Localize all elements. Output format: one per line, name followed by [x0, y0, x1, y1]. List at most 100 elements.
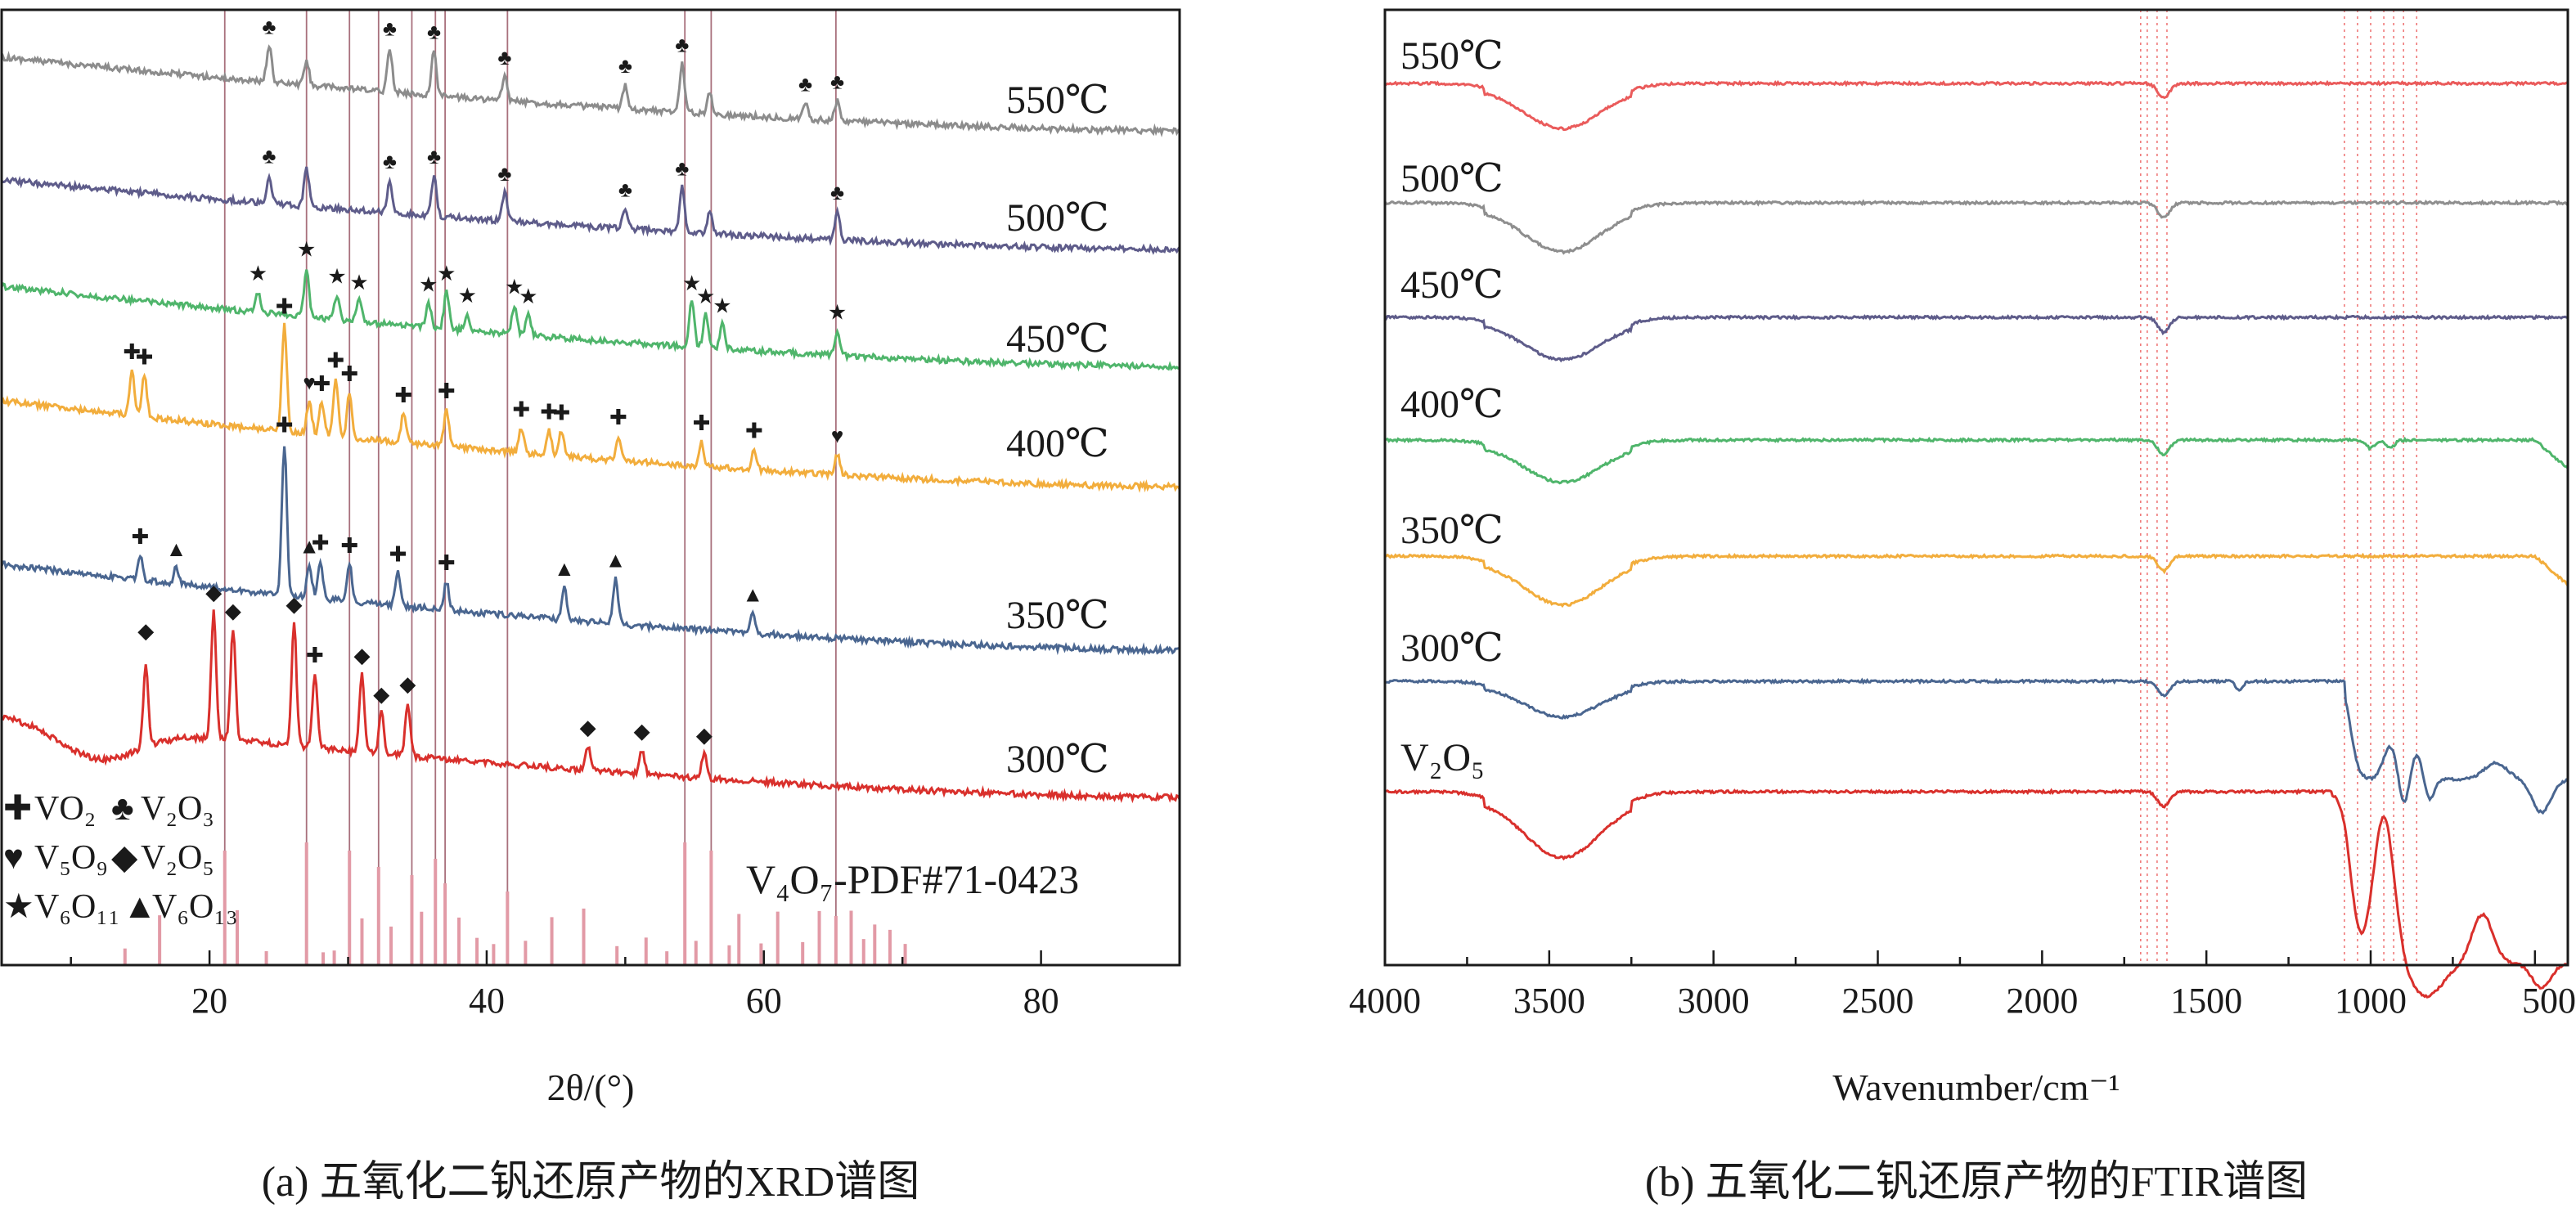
phase-marker: ▲ — [166, 537, 187, 561]
phase-marker: ◆ — [399, 672, 416, 696]
phase-marker: ✚ — [540, 400, 558, 424]
ftir-tick-label: 1500 — [2170, 981, 2242, 1021]
phase-marker: ▲ — [554, 557, 575, 581]
phase-marker: ★ — [696, 285, 715, 308]
ftir-curve-5 — [1384, 677, 2569, 815]
legend-v6o13: V₆O₁₃ — [152, 888, 238, 926]
legend-glyph-v6o11: ★ — [3, 888, 34, 926]
ftir-plot-frame — [1383, 8, 2569, 967]
phase-marker: ◆ — [205, 581, 222, 604]
phase-marker: ♣ — [675, 33, 689, 56]
phase-marker: ♣ — [383, 17, 397, 41]
xrd-label-450: 450℃ — [1006, 317, 1109, 361]
legend-glyph-v2o5: ◆ — [111, 839, 138, 877]
phase-marker: ♣ — [262, 145, 276, 168]
phase-marker: ✚ — [609, 406, 627, 429]
ftir-tick-label: 3500 — [1513, 981, 1585, 1021]
ftir-label-300: 300℃ — [1400, 626, 1504, 670]
phase-marker: ◆ — [137, 619, 154, 643]
phase-marker: ★ — [519, 285, 537, 308]
phase-marker: ◆ — [696, 724, 713, 748]
phase-marker: ★ — [682, 272, 701, 295]
phase-marker: ◆ — [373, 682, 389, 706]
legend-v6o11: V₆O₁₁ — [34, 888, 120, 926]
phase-marker: ♣ — [262, 15, 276, 38]
phase-marker: ✚ — [512, 398, 530, 422]
xrd-label-350: 350℃ — [1006, 594, 1109, 637]
ftir-tick-label: 2000 — [2006, 981, 2078, 1021]
phase-marker: ✚ — [553, 402, 571, 425]
phase-marker: ▲ — [605, 549, 627, 573]
ftir-curve-1 — [1383, 199, 2569, 255]
phase-marker: ◆ — [225, 600, 241, 623]
phase-marker: ✚ — [123, 340, 141, 364]
ftir-label-500: 500℃ — [1400, 157, 1504, 200]
ftir-label-350: 350℃ — [1400, 509, 1504, 552]
ftir-tick-label: 3000 — [1678, 981, 1750, 1021]
phase-marker: ✚ — [306, 644, 324, 667]
phase-marker: ◆ — [634, 719, 650, 743]
phase-marker: ★ — [505, 276, 524, 299]
phase-marker: ★ — [419, 272, 438, 296]
phase-marker: ★ — [249, 262, 267, 285]
legend-v2o5: V₂O₅ — [141, 839, 214, 877]
xrd-curve-300 — [1, 609, 1181, 804]
pdf-stick-pattern — [123, 842, 907, 965]
ftir-tick-label: 500 — [2522, 981, 2576, 1021]
xrd-tick-label: 40 — [469, 981, 505, 1021]
phase-marker: ♣ — [675, 157, 689, 181]
phase-marker: ✚ — [132, 525, 150, 549]
phase-marker: ✚ — [693, 411, 711, 435]
pdf-label: V₄O₇-PDF#71-0423 — [746, 856, 1079, 902]
xrd-legend: ✚ VO₂ ♣ V₂O₃ ♥ V₅O₉ ◆ V₂O₅ ★ V₆O₁₁ ▲ V₆O… — [3, 790, 238, 926]
phase-marker: ♥ — [303, 370, 315, 394]
phase-marker: ✚ — [136, 346, 154, 370]
phase-marker: ▲ — [299, 534, 320, 558]
phase-marker: ✚ — [312, 532, 330, 555]
ftir-x-axis-label: Wavenumber/cm⁻¹ — [1832, 1067, 2120, 1108]
ftir-caption: (b) 五氧化二钒还原产物的FTIR谱图 — [1645, 1159, 2308, 1206]
phase-marker: ♣ — [618, 178, 632, 202]
phase-marker: ✚ — [438, 551, 456, 575]
xrd-caption: (a) 五氧化二钒还原产物的XRD谱图 — [262, 1159, 920, 1206]
xrd-curves — [0, 44, 1181, 804]
phase-marker: ✚ — [276, 413, 294, 437]
xrd-tick-label: 20 — [191, 981, 227, 1021]
phase-marker: ★ — [349, 271, 368, 294]
phase-marker: ♣ — [383, 150, 397, 173]
phase-marker: ★ — [458, 284, 477, 308]
phase-marker: ★ — [828, 300, 847, 324]
phase-marker: ✚ — [326, 348, 344, 372]
phase-marker: ✚ — [389, 543, 407, 567]
ftir-curve-2 — [1383, 313, 2569, 363]
xrd-plot-frame — [0, 8, 1181, 967]
ftir-panel: 4000 3500 3000 2500 2000 1500 1000 500 550℃ 500… — [1349, 8, 2576, 1206]
phase-marker: ♥ — [831, 424, 843, 447]
phase-marker: ◆ — [353, 644, 370, 667]
xrd-curve-450 — [0, 269, 1180, 372]
legend-glyph-v2o3: ♣ — [111, 790, 134, 828]
ftir-label-550: 550℃ — [1400, 34, 1504, 78]
ftir-tick-label: 2500 — [1842, 981, 1914, 1021]
phase-marker: ✚ — [276, 294, 294, 318]
phase-marker: ✚ — [745, 419, 763, 442]
ftir-curves — [1383, 79, 2569, 999]
xrd-curve-550 — [0, 44, 1181, 137]
phase-marker: ♣ — [618, 54, 632, 78]
ftir-label-450: 450℃ — [1400, 263, 1504, 307]
phase-marker: ♣ — [497, 162, 511, 186]
ftir-x-axis: 4000 3500 3000 2500 2000 1500 1000 500 — [1349, 950, 2576, 1021]
ftir-curve-4 — [1384, 552, 2569, 608]
phase-marker: ♣ — [427, 145, 441, 168]
xrd-tick-label: 80 — [1023, 981, 1059, 1021]
phase-marker: ✚ — [438, 379, 456, 403]
legend-v2o3: V₂O₃ — [141, 790, 214, 828]
phase-marker: ★ — [437, 262, 456, 285]
xrd-curve-400 — [0, 322, 1181, 493]
ftir-curve-6 — [1384, 788, 2569, 999]
phase-marker: ♣ — [427, 20, 441, 44]
ftir-curve-0 — [1383, 79, 2569, 132]
phase-marker: ♣ — [798, 73, 812, 97]
xrd-curve-500 — [1, 166, 1181, 255]
